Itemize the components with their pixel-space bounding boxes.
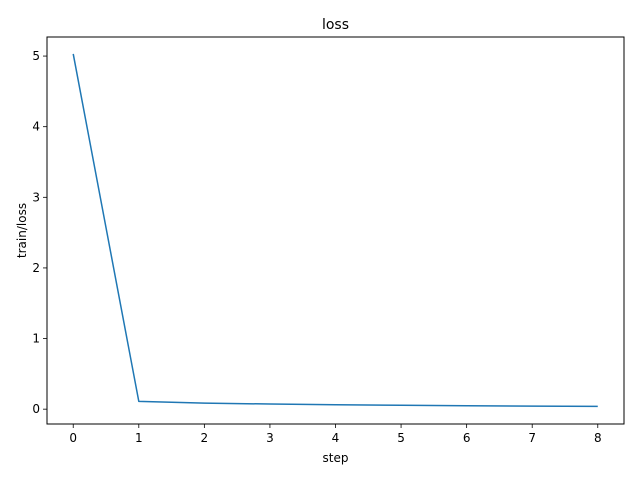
y-tick-label: 3 (32, 190, 40, 204)
x-tick-label: 1 (135, 431, 143, 445)
x-axis-ticks: 0 1 2 3 4 5 6 7 8 (69, 424, 602, 445)
y-tick-label: 1 (32, 332, 40, 346)
plot-area (47, 37, 624, 424)
chart-marks (72, 53, 598, 408)
y-axis-ticks: 0 1 2 3 4 5 (32, 49, 47, 416)
x-tick-label: 8 (594, 431, 602, 445)
y-tick-label: 5 (32, 49, 40, 63)
x-tick-label: 3 (266, 431, 274, 445)
x-tick-label: 2 (201, 431, 209, 445)
x-tick-label: 6 (463, 431, 471, 445)
y-tick-label: 4 (32, 120, 40, 134)
chart-title: loss (322, 17, 349, 33)
y-axis-label: train/loss (15, 203, 29, 258)
x-tick-label: 5 (397, 431, 405, 445)
x-tick-label: 4 (332, 431, 340, 445)
x-tick-label: 0 (69, 431, 77, 445)
series-line-0 (72, 53, 598, 408)
x-tick-label: 7 (528, 431, 536, 445)
y-tick-label: 2 (32, 261, 40, 275)
x-axis-label: step (323, 451, 349, 465)
y-tick-label: 0 (32, 402, 40, 416)
